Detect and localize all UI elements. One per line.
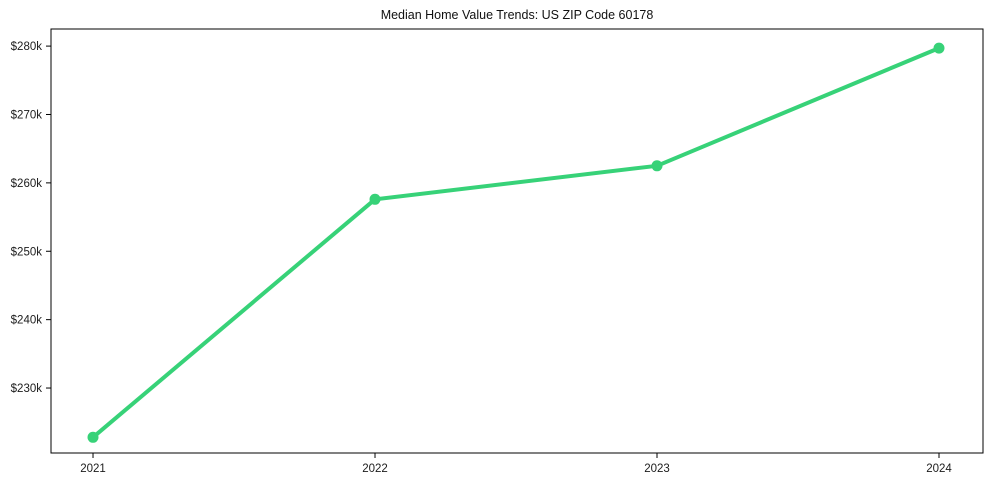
x-tick-label: 2022 bbox=[362, 463, 388, 475]
y-tick-label: $270k bbox=[11, 109, 43, 121]
y-tick-label: $260k bbox=[11, 178, 43, 190]
data-point-marker bbox=[933, 42, 945, 54]
y-tick-label: $230k bbox=[11, 383, 43, 395]
y-tick-label: $280k bbox=[11, 41, 43, 53]
trend-line bbox=[91, 46, 941, 440]
chart-title: Median Home Value Trends: US ZIP Code 60… bbox=[380, 8, 654, 22]
y-tick-label: $240k bbox=[11, 315, 43, 327]
data-point-marker bbox=[87, 431, 99, 443]
y-tick-label: $250k bbox=[11, 246, 43, 258]
x-tick-label: 2023 bbox=[644, 463, 670, 475]
x-tick-label: 2024 bbox=[926, 463, 952, 475]
data-point-marker bbox=[369, 193, 381, 205]
plot-border bbox=[50, 28, 984, 454]
data-point-marker bbox=[651, 160, 663, 172]
x-tick-label: 2021 bbox=[80, 463, 106, 475]
